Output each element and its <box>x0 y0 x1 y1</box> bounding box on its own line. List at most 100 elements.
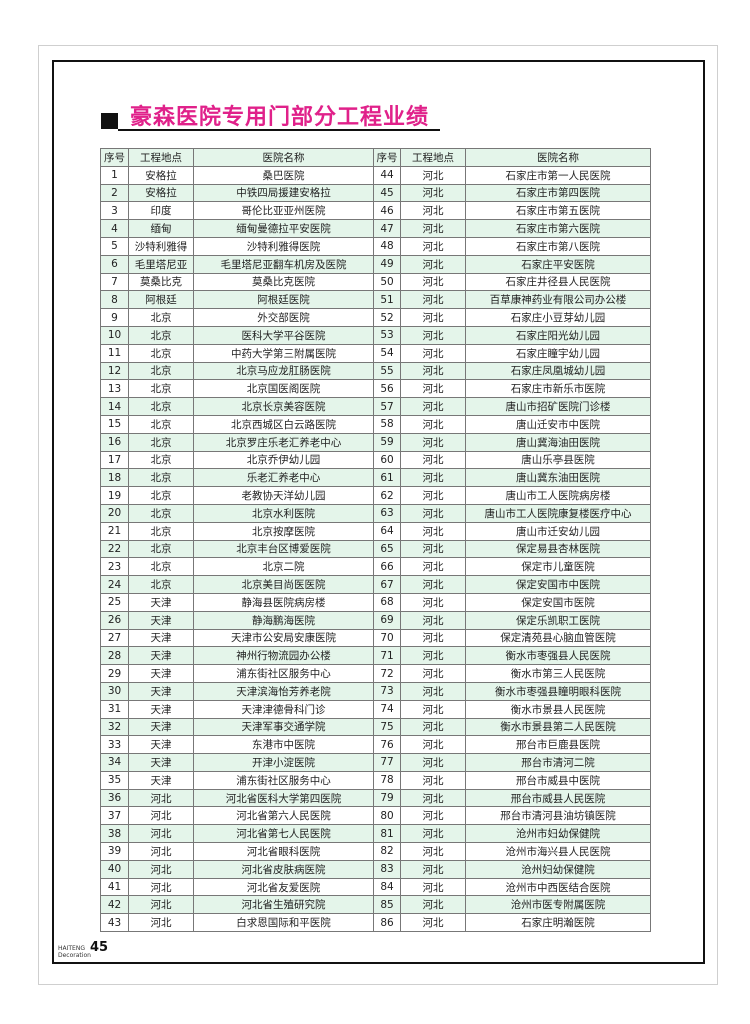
right-seq-cell: 68 <box>373 592 401 612</box>
table-row: 17 北京 北京乔伊幼儿园 60 河北 唐山乐亭县医院 <box>100 450 651 470</box>
right-location-cell: 河北 <box>400 290 466 310</box>
page-title: 豪森医院专用门部分工程业绩 <box>130 105 430 130</box>
title-marker <box>101 113 118 129</box>
right-hospital-cell: 衡水市第三人民医院 <box>465 664 651 683</box>
right-seq-cell: 62 <box>373 486 401 505</box>
right-hospital-cell: 保定安国市医院 <box>465 592 651 612</box>
right-seq-cell: 60 <box>373 450 401 470</box>
right-seq-cell: 77 <box>373 753 401 772</box>
left-hospital-cell: 中药大学第三附属医院 <box>193 343 374 363</box>
right-hospital-cell: 石家庄平安医院 <box>465 254 651 274</box>
right-seq-cell: 79 <box>373 788 401 808</box>
left-hospital-cell: 白求恩国际和平医院 <box>193 913 374 933</box>
header-seq: 序号 <box>100 148 129 167</box>
left-location-cell: 河北 <box>128 788 194 808</box>
table-row: 42 河北 河北省生殖研究院 85 河北 沧州市医专附属医院 <box>100 895 651 915</box>
left-location-cell: 沙特利雅得 <box>128 236 194 256</box>
right-seq-cell: 71 <box>373 646 401 666</box>
right-hospital-cell: 唐山市迁安幼儿园 <box>465 521 651 541</box>
left-location-cell: 北京 <box>128 468 194 488</box>
right-location-cell: 河北 <box>400 183 466 203</box>
left-seq-cell: 36 <box>100 788 129 808</box>
table-row: 32 天津 天津军事交通学院 75 河北 衡水市景县第二人民医院 <box>100 717 651 737</box>
left-seq-cell: 42 <box>100 895 129 915</box>
left-location-cell: 北京 <box>128 539 194 559</box>
left-hospital-cell: 天津津德骨科门诊 <box>193 699 374 719</box>
right-seq-cell: 57 <box>373 397 401 416</box>
table-row: 24 北京 北京美目尚医医院 67 河北 保定安国市中医院 <box>100 575 651 594</box>
left-location-cell: 北京 <box>128 379 194 399</box>
left-location-cell: 北京 <box>128 557 194 577</box>
right-seq-cell: 69 <box>373 610 401 630</box>
left-location-cell: 天津 <box>128 610 194 630</box>
left-seq-cell: 43 <box>100 913 129 933</box>
left-location-cell: 北京 <box>128 432 194 452</box>
left-hospital-cell: 北京丰台区博爱医院 <box>193 539 374 559</box>
right-hospital-cell: 沧州市海兴县人民医院 <box>465 842 651 861</box>
table-row: 26 天津 静海鹏海医院 69 河北 保定乐凯职工医院 <box>100 610 651 630</box>
left-hospital-cell: 天津市公安局安康医院 <box>193 628 374 648</box>
left-seq-cell: 31 <box>100 699 129 719</box>
left-hospital-cell: 老教协天洋幼儿园 <box>193 486 374 505</box>
table-row: 23 北京 北京二院 66 河北 保定市儿童医院 <box>100 557 651 577</box>
left-seq-cell: 18 <box>100 468 129 488</box>
left-hospital-cell: 北京水利医院 <box>193 503 374 523</box>
right-seq-cell: 44 <box>373 165 401 185</box>
left-location-cell: 天津 <box>128 592 194 612</box>
footer-brand: HAITENG Decoration 45 <box>58 941 108 959</box>
right-location-cell: 河北 <box>400 236 466 256</box>
left-location-cell: 印度 <box>128 201 194 221</box>
table-row: 6 毛里塔尼亚 毛里塔尼亚翻车机房及医院 49 河北 石家庄平安医院 <box>100 254 651 274</box>
right-hospital-cell: 唐山市工人医院康复楼医疗中心 <box>465 503 651 523</box>
right-hospital-cell: 石家庄瞳宇幼儿园 <box>465 343 651 363</box>
left-hospital-cell: 北京长京美容医院 <box>193 397 374 416</box>
right-location-cell: 河北 <box>400 592 466 612</box>
right-seq-cell: 65 <box>373 539 401 559</box>
left-location-cell: 天津 <box>128 735 194 755</box>
right-seq-cell: 47 <box>373 219 401 238</box>
right-hospital-cell: 保定乐凯职工医院 <box>465 610 651 630</box>
brand-line-1: HAITENG <box>58 945 85 952</box>
header-seq: 序号 <box>373 148 401 167</box>
left-seq-cell: 7 <box>100 272 129 292</box>
right-location-cell: 河北 <box>400 486 466 505</box>
right-hospital-cell: 石家庄市第六医院 <box>465 219 651 238</box>
right-location-cell: 河北 <box>400 557 466 577</box>
brand-line-2: Decoration <box>58 952 91 959</box>
right-location-cell: 河北 <box>400 717 466 737</box>
left-hospital-cell: 北京乔伊幼儿园 <box>193 450 374 470</box>
right-hospital-cell: 唐山乐亭县医院 <box>465 450 651 470</box>
right-location-cell: 河北 <box>400 788 466 808</box>
header-hospital: 医院名称 <box>193 148 374 167</box>
left-hospital-cell: 天津滨海怡芳养老院 <box>193 681 374 701</box>
right-location-cell: 河北 <box>400 450 466 470</box>
right-hospital-cell: 石家庄市第四医院 <box>465 183 651 203</box>
left-location-cell: 天津 <box>128 664 194 683</box>
left-seq-cell: 8 <box>100 290 129 310</box>
left-seq-cell: 39 <box>100 842 129 861</box>
left-seq-cell: 13 <box>100 379 129 399</box>
right-hospital-cell: 石家庄市第五医院 <box>465 201 651 221</box>
table-row: 10 北京 医科大学平谷医院 53 河北 石家庄阳光幼儿园 <box>100 325 651 345</box>
right-seq-cell: 61 <box>373 468 401 488</box>
right-location-cell: 河北 <box>400 913 466 933</box>
right-location-cell: 河北 <box>400 503 466 523</box>
right-location-cell: 河北 <box>400 824 466 844</box>
left-seq-cell: 26 <box>100 610 129 630</box>
right-hospital-cell: 唐山市招矿医院门诊楼 <box>465 397 651 416</box>
left-location-cell: 毛里塔尼亚 <box>128 254 194 274</box>
left-location-cell: 河北 <box>128 842 194 861</box>
left-hospital-cell: 北京马应龙肛肠医院 <box>193 361 374 381</box>
left-location-cell: 缅甸 <box>128 219 194 238</box>
left-seq-cell: 3 <box>100 201 129 221</box>
table-row: 16 北京 北京罗庄乐老汇养老中心 59 河北 唐山冀海油田医院 <box>100 432 651 452</box>
right-seq-cell: 55 <box>373 361 401 381</box>
left-seq-cell: 30 <box>100 681 129 701</box>
left-location-cell: 河北 <box>128 824 194 844</box>
right-seq-cell: 84 <box>373 877 401 897</box>
right-location-cell: 河北 <box>400 165 466 185</box>
left-seq-cell: 27 <box>100 628 129 648</box>
left-seq-cell: 21 <box>100 521 129 541</box>
left-seq-cell: 35 <box>100 770 129 790</box>
left-hospital-cell: 河北省医科大学第四医院 <box>193 788 374 808</box>
